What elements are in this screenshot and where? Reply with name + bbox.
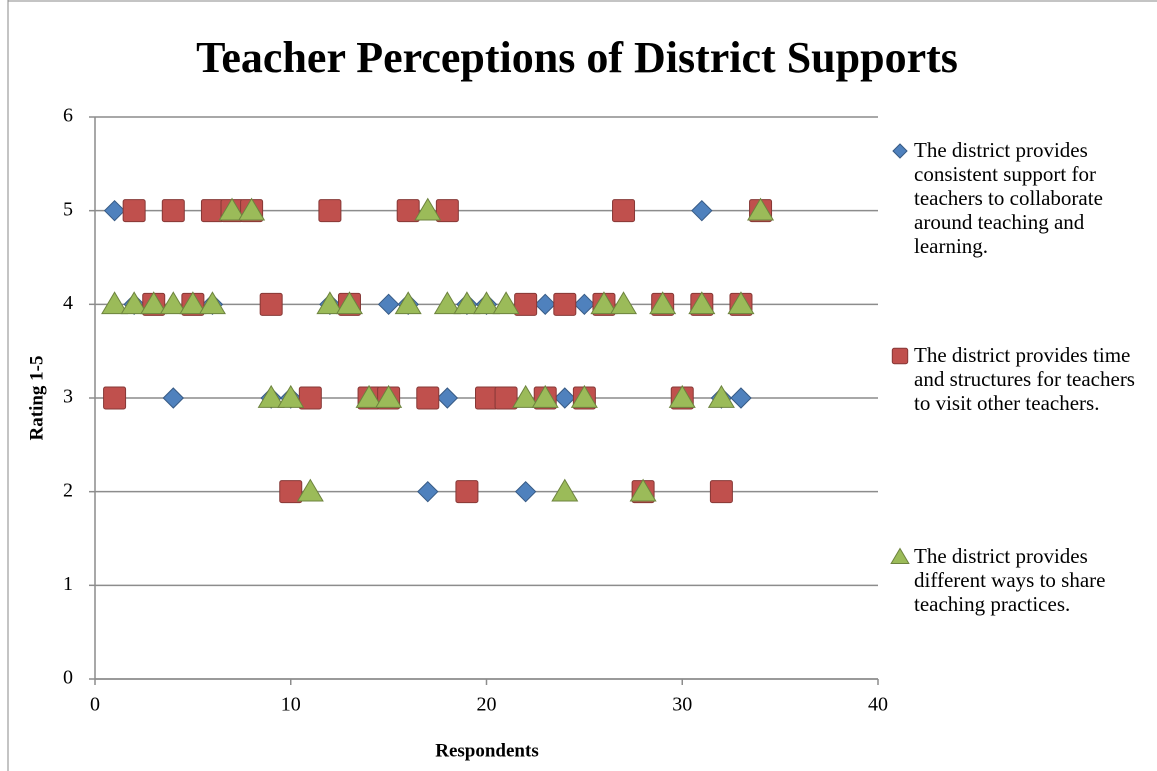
- point: [159, 291, 187, 315]
- point: [727, 291, 755, 315]
- point: [553, 292, 577, 316]
- x-tick-label: 10: [281, 694, 301, 716]
- point: [259, 292, 283, 316]
- point: [531, 384, 559, 408]
- x-tick-label: 40: [868, 694, 888, 716]
- point: [475, 386, 498, 410]
- x-axis-label: Respondents: [435, 740, 538, 761]
- point: [101, 291, 129, 315]
- legend-label: The district provides consistent support…: [914, 138, 1103, 258]
- point: [472, 291, 501, 315]
- point: [238, 197, 266, 221]
- point: [120, 291, 148, 315]
- point: [103, 199, 126, 222]
- point: [730, 387, 752, 409]
- y-axis-label: Rating 1-5: [26, 356, 47, 441]
- point: [298, 386, 322, 410]
- point: [649, 291, 677, 315]
- point: [417, 480, 439, 503]
- point: [335, 291, 364, 315]
- y-tick-label: 6: [63, 105, 73, 127]
- point: [355, 384, 383, 408]
- point: [103, 386, 127, 410]
- point: [316, 291, 344, 315]
- point: [668, 384, 696, 408]
- point: [551, 478, 579, 502]
- point: [691, 199, 713, 222]
- point: [375, 384, 403, 408]
- point: [612, 199, 636, 223]
- point: [890, 547, 910, 565]
- point: [198, 291, 226, 315]
- point: [414, 197, 442, 221]
- point: [453, 291, 481, 315]
- point: [709, 480, 733, 504]
- point: [573, 293, 596, 316]
- legend-marker: [890, 547, 910, 565]
- point: [257, 384, 285, 408]
- point: [122, 199, 146, 223]
- chart-title: Teacher Perceptions of District Supports: [196, 33, 958, 82]
- point: [377, 293, 400, 316]
- point: [554, 387, 576, 409]
- x-tick-label: 0: [90, 694, 100, 716]
- point: [296, 478, 324, 502]
- x-tick-label: 30: [672, 694, 692, 716]
- point: [629, 478, 657, 502]
- y-tick-label: 4: [63, 292, 73, 314]
- legend-label: The district provides different ways to …: [914, 544, 1106, 616]
- point: [455, 480, 479, 504]
- point: [416, 386, 440, 410]
- point: [396, 199, 420, 223]
- legend-marker: [891, 347, 909, 365]
- point: [514, 480, 537, 503]
- legend-marker: [892, 143, 908, 159]
- point: [494, 386, 518, 410]
- point: [891, 347, 909, 365]
- point: [892, 143, 908, 159]
- point: [512, 384, 540, 408]
- point: [179, 291, 207, 315]
- y-tick-label: 0: [63, 667, 73, 689]
- point: [218, 197, 246, 221]
- point: [140, 291, 168, 315]
- y-tick-label: 2: [63, 479, 73, 501]
- y-tick-label: 5: [63, 198, 73, 220]
- point: [590, 291, 618, 315]
- legend-label: The district provides time and structure…: [914, 343, 1135, 415]
- point: [436, 387, 459, 409]
- point: [277, 384, 305, 408]
- y-tick-label: 1: [63, 573, 73, 595]
- legend-entry: The district provides consistent support…: [890, 138, 1155, 258]
- point: [534, 293, 556, 316]
- point: [688, 291, 716, 315]
- point: [514, 292, 538, 316]
- point: [747, 197, 775, 221]
- legend-entry: The district provides different ways to …: [890, 544, 1155, 616]
- legend-entry: The district provides time and structure…: [890, 343, 1155, 415]
- point: [570, 384, 598, 408]
- point: [394, 291, 422, 315]
- point: [609, 291, 638, 315]
- point: [492, 291, 520, 315]
- point: [161, 199, 185, 223]
- point: [707, 384, 735, 408]
- x-tick-label: 20: [477, 694, 497, 716]
- point: [162, 387, 185, 409]
- point: [279, 480, 303, 504]
- point: [435, 199, 459, 223]
- y-tick-label: 3: [63, 386, 73, 408]
- point: [318, 199, 342, 223]
- point: [433, 291, 461, 315]
